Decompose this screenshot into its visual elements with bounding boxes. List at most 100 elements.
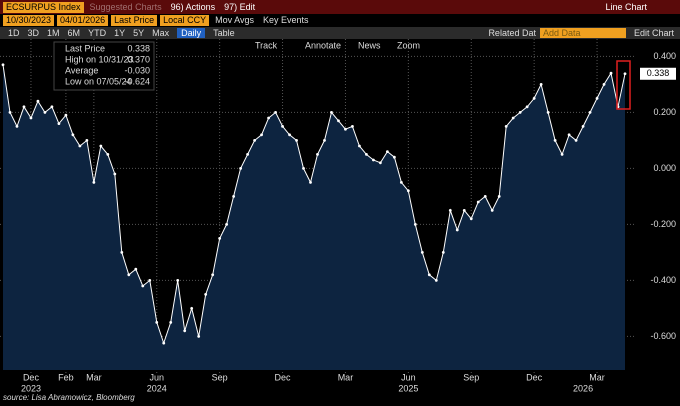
- period-button[interactable]: YTD: [88, 28, 107, 38]
- point: [50, 105, 54, 109]
- point: [392, 155, 396, 159]
- point: [574, 139, 578, 142]
- point: [455, 228, 459, 232]
- point: [197, 335, 201, 338]
- y-tick-label: 0.400: [653, 51, 676, 61]
- table-button[interactable]: Table: [213, 28, 235, 38]
- period-button[interactable]: 5Y: [133, 28, 145, 38]
- stat-value: -0.030: [124, 65, 150, 75]
- mov-avgs[interactable]: Mov Avgs: [215, 15, 255, 25]
- settings-bar: 10/30/2023 04/01/2026 Last Price Local C…: [0, 14, 680, 27]
- point: [302, 167, 305, 170]
- point: [553, 139, 557, 142]
- x-year-label: 2024: [147, 383, 167, 393]
- suggested-charts[interactable]: Suggested Charts: [89, 1, 162, 12]
- point: [399, 181, 403, 184]
- x-year-label: 2026: [573, 383, 593, 393]
- y-tick-label: 0.000: [653, 163, 676, 173]
- x-tick-label: Jun: [149, 372, 164, 382]
- stat-label: Low on 07/05/24: [65, 76, 132, 86]
- x-tick-label: Sep: [212, 372, 228, 382]
- period-button[interactable]: 1Y: [114, 28, 126, 38]
- point: [441, 251, 445, 254]
- related-data[interactable]: Related Dat: [488, 28, 536, 38]
- point: [434, 279, 438, 282]
- period-button[interactable]: 6M: [67, 28, 81, 38]
- ticker[interactable]: ECSURPUS Index: [3, 1, 84, 13]
- point: [232, 195, 236, 198]
- stat-value: 0.370: [127, 54, 150, 64]
- point: [29, 116, 33, 120]
- point: [476, 200, 480, 204]
- key-events[interactable]: Key Events: [263, 15, 309, 25]
- point: [602, 83, 606, 86]
- field[interactable]: Last Price: [111, 15, 158, 26]
- edit-chart[interactable]: Edit Chart: [633, 28, 674, 38]
- legend-box: [53, 41, 155, 91]
- last-value-box: [640, 67, 676, 80]
- period-button[interactable]: 1M: [47, 28, 60, 38]
- source-note: source: Lisa Abramowicz, Bloomberg: [3, 393, 135, 402]
- point: [427, 273, 431, 277]
- last-value-label: 0.338: [647, 68, 670, 78]
- point: [539, 83, 543, 86]
- chart-tool[interactable]: Track: [255, 40, 278, 50]
- add-data[interactable]: Add Data: [539, 28, 626, 38]
- period-button[interactable]: Max: [152, 28, 170, 38]
- point: [337, 119, 340, 123]
- period-button[interactable]: 1D: [8, 28, 20, 38]
- y-tick-label: -0.400: [650, 275, 676, 285]
- point: [588, 111, 592, 114]
- point: [99, 144, 103, 148]
- point: [413, 223, 417, 226]
- frequency[interactable]: Daily: [177, 28, 206, 38]
- point: [378, 161, 382, 165]
- currency[interactable]: Local CCY: [160, 15, 210, 26]
- x-year-label: 2023: [21, 383, 41, 393]
- point: [358, 144, 361, 148]
- x-tick-label: Feb: [58, 372, 74, 382]
- title-bar: ECSURPUS Index Suggested Charts 96) Acti…: [0, 0, 680, 14]
- point: [316, 153, 319, 156]
- point: [78, 144, 82, 148]
- x-tick-label: Sep: [463, 372, 479, 382]
- point: [518, 111, 522, 114]
- edit-menu[interactable]: 97) Edit: [224, 1, 256, 12]
- point: [176, 279, 180, 282]
- x-tick-label: Jun: [401, 372, 416, 382]
- point: [344, 127, 347, 131]
- point: [71, 133, 75, 137]
- chart-tool[interactable]: Annotate: [305, 40, 341, 50]
- period-button[interactable]: 3D: [27, 28, 40, 38]
- point: [525, 105, 529, 109]
- point: [469, 217, 473, 221]
- point: [546, 111, 550, 114]
- point: [211, 273, 215, 277]
- point: [365, 153, 368, 156]
- y-tick-label: -0.600: [650, 331, 676, 341]
- point: [309, 181, 312, 184]
- actions-menu[interactable]: 96) Actions: [170, 1, 216, 12]
- point: [609, 71, 613, 75]
- start-date[interactable]: 10/30/2023: [3, 15, 55, 26]
- point: [15, 125, 19, 128]
- point: [448, 209, 452, 212]
- chart-tool[interactable]: Zoom: [397, 40, 420, 50]
- point: [330, 111, 333, 114]
- end-date[interactable]: 04/01/2026: [57, 15, 109, 26]
- point: [323, 139, 326, 142]
- point: [532, 97, 536, 100]
- point: [295, 139, 298, 142]
- point: [36, 99, 40, 103]
- point: [225, 223, 229, 226]
- point: [462, 209, 466, 212]
- x-year-label: 2025: [398, 383, 418, 393]
- chart-tool[interactable]: News: [358, 40, 381, 50]
- point: [190, 307, 194, 310]
- point: [204, 293, 208, 296]
- stat-value: 0.338: [127, 43, 150, 53]
- point: [169, 321, 173, 324]
- point: [134, 267, 138, 271]
